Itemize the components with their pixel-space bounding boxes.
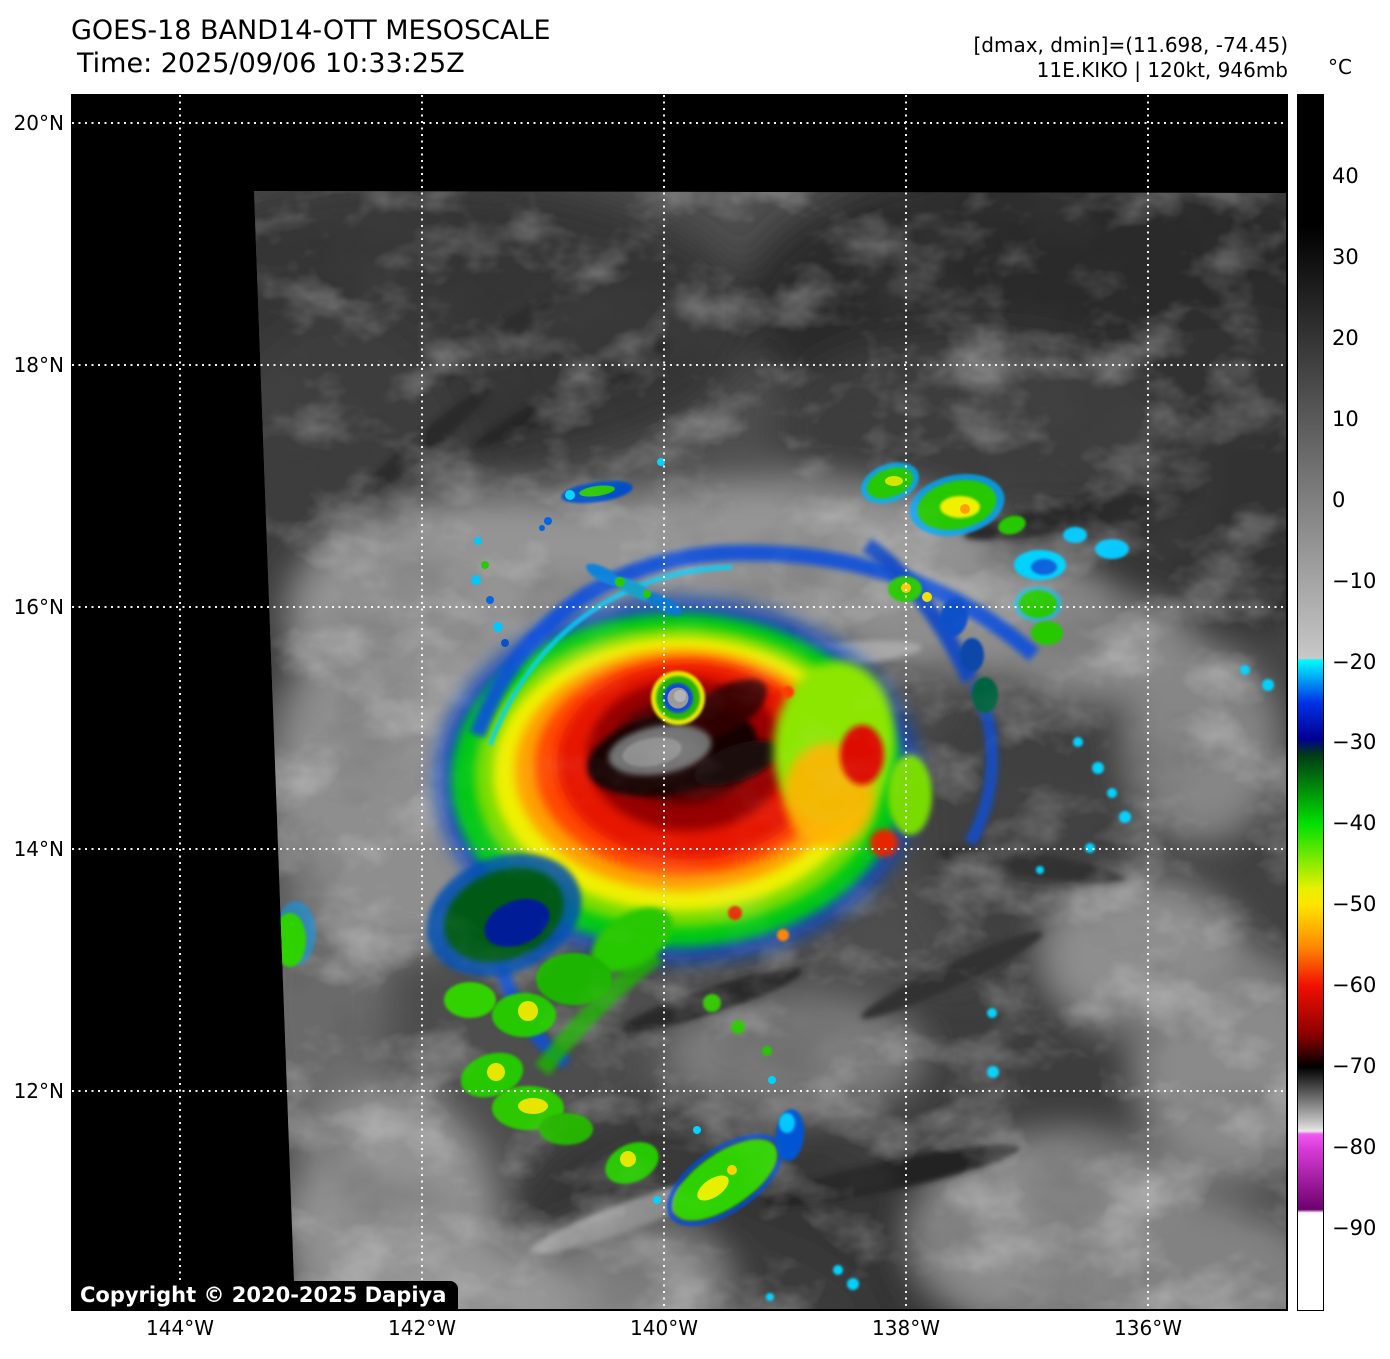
graticule (72, 95, 1286, 1309)
page-title: GOES-18 BAND14-OTT MESOSCALE (71, 15, 551, 46)
storm-info: 11E.KIKO | 120kt, 946mb (1036, 58, 1288, 82)
colorbar-tick-label: −60 (1332, 973, 1377, 998)
lon-label: 140°W (630, 1316, 698, 1340)
lat-label: 18°N (13, 353, 64, 377)
colorbar-tick-label: 10 (1332, 406, 1359, 431)
colorbar-tick-label: 40 (1332, 163, 1359, 188)
colorbar-unit-label: °C (1328, 55, 1352, 79)
colorbar-tick-label: −80 (1332, 1135, 1377, 1160)
lat-label: 20°N (13, 111, 64, 135)
colorbar-tick-label: −20 (1332, 649, 1377, 674)
satellite-map: Copyright © 2020-2025 Dapiya (71, 94, 1288, 1311)
timestamp: Time: 2025/09/06 10:33:25Z (77, 48, 465, 79)
copyright-badge: Copyright © 2020-2025 Dapiya (72, 1281, 459, 1310)
lon-label: 144°W (146, 1316, 214, 1340)
colorbar-tick-label: −10 (1332, 568, 1377, 593)
colorbar-tick-label: 30 (1332, 244, 1359, 269)
colorbar-tick-label: −90 (1332, 1216, 1377, 1241)
lon-label: 136°W (1114, 1316, 1182, 1340)
colorbar-tick-label: −50 (1332, 892, 1377, 917)
header-right: [dmax, dmin]=(11.698, -74.45) 11E.KIKO | … (973, 33, 1288, 83)
dmax-dmin-readout: [dmax, dmin]=(11.698, -74.45) (973, 33, 1288, 57)
lat-label: 16°N (13, 595, 64, 619)
colorbar-tick-label: 20 (1332, 325, 1359, 350)
lat-label: 12°N (13, 1079, 64, 1103)
lat-label: 14°N (13, 837, 64, 861)
lon-label: 138°W (872, 1316, 940, 1340)
colorbar-tick-label: −70 (1332, 1054, 1377, 1079)
lon-label: 142°W (388, 1316, 456, 1340)
colorbar-tick-label: 0 (1332, 487, 1346, 512)
colorbar-tick-label: −40 (1332, 811, 1377, 836)
colorbar (1297, 94, 1324, 1311)
colorbar-tick-label: −30 (1332, 730, 1377, 755)
satellite-scene (72, 95, 1286, 1309)
